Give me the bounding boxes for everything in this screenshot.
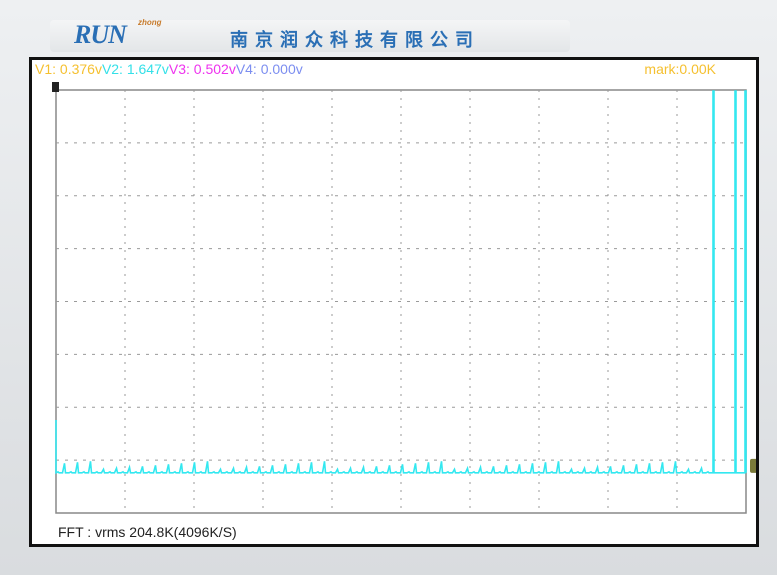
mark-readout: mark:0.00K	[644, 61, 716, 77]
company-name: 南京润众科技有限公司	[230, 30, 480, 50]
trigger-marker-top	[52, 82, 59, 92]
fft-plot	[52, 82, 756, 514]
logo: RUN	[74, 20, 127, 49]
brand-header: RUN zhong 南京润众科技有限公司	[50, 18, 570, 52]
fft-trace	[55, 90, 747, 475]
fft-status: FFT : vrms 204.8K(4096K/S)	[58, 524, 237, 540]
readout-v4: V4: 0.000v	[235, 61, 303, 77]
scope-screen: V1: 0.376vV2: 1.647vV3: 0.502vV4: 0.000v…	[29, 57, 759, 547]
readout-v2: V2: 1.647v	[101, 61, 169, 77]
level-marker-right	[750, 458, 756, 473]
channel-readouts: V1: 0.376vV2: 1.647vV3: 0.502vV4: 0.000v	[35, 61, 303, 77]
readout-v1: V1: 0.376v	[35, 61, 102, 77]
logo-subtext: zhong	[138, 18, 162, 27]
readout-v3: V3: 0.502v	[168, 61, 236, 77]
